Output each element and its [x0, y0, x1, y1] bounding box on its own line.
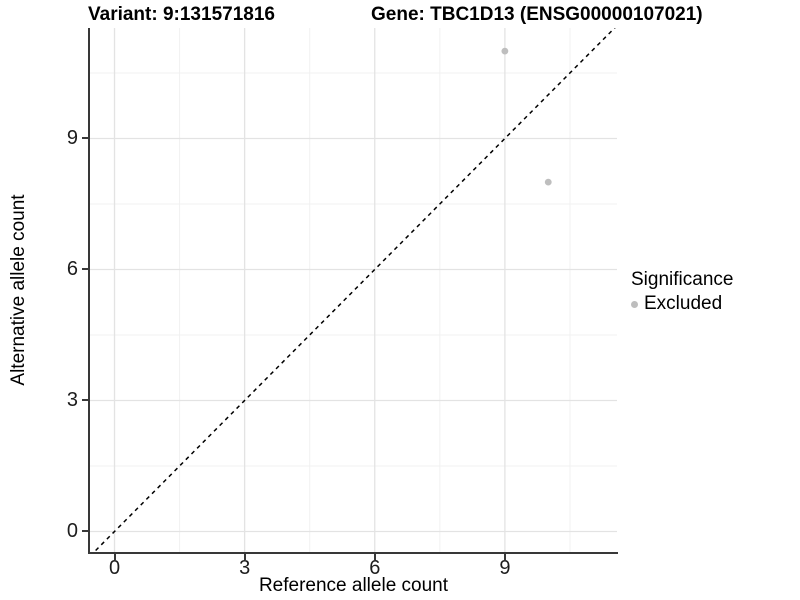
- y-tick-label: 0: [66, 520, 78, 543]
- identity-dashed-line: [93, 28, 616, 552]
- plot-area-svg: [90, 28, 617, 552]
- x-axis-title: Reference allele count: [258, 575, 449, 596]
- gene-title: Gene: TBC1D13 (ENSG00000107021): [371, 4, 703, 25]
- x-tick-label: 3: [239, 557, 251, 579]
- x-tick-label: 0: [108, 557, 121, 579]
- x-tick-mark: [373, 554, 376, 560]
- y-tick-mark: [82, 530, 88, 533]
- x-tick-mark: [113, 554, 116, 560]
- y-tick-label: 9: [66, 127, 78, 150]
- legend-item-excluded: Excluded: [631, 294, 733, 314]
- legend: Significance Excluded: [631, 269, 733, 314]
- variant-title: Variant: 9:131571816: [88, 4, 275, 25]
- y-tick-mark: [82, 399, 88, 402]
- y-tick-mark: [82, 268, 88, 271]
- x-tick-mark: [243, 554, 246, 560]
- x-tick-label: 6: [369, 557, 381, 579]
- plot-panel: [90, 28, 617, 552]
- x-tick-label: 9: [499, 557, 511, 579]
- y-tick-label: 3: [66, 389, 78, 412]
- y-axis-title: Alternative allele count: [8, 194, 29, 386]
- y-tick-label: 6: [66, 258, 78, 281]
- legend-item-label: Excluded: [644, 293, 723, 314]
- x-tick-mark: [503, 554, 506, 560]
- x-axis-line: [88, 552, 618, 554]
- y-tick-mark: [82, 137, 88, 140]
- legend-key-dot-icon: [631, 300, 638, 308]
- data-point: [501, 47, 509, 55]
- legend-title: Significance: [631, 269, 734, 290]
- y-axis-line: [88, 28, 90, 554]
- data-point: [544, 178, 552, 186]
